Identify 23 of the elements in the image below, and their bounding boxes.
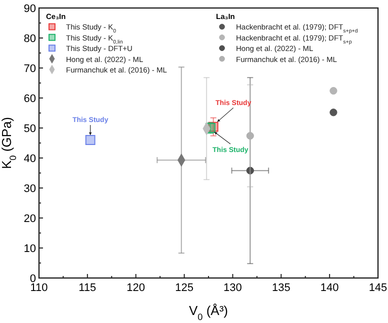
- x-tick-label: 135: [272, 282, 290, 294]
- x-tick-label: 140: [320, 282, 339, 294]
- y-tick-label: 60: [24, 93, 36, 105]
- y-tick-label: 40: [24, 153, 36, 165]
- x-axis-title: V$_{0}$ (Å³): [188, 303, 228, 322]
- y-tick-label: 30: [24, 183, 36, 195]
- point: [246, 132, 254, 140]
- x-tick-label: 110: [30, 282, 48, 294]
- point: [246, 166, 254, 174]
- point: [330, 86, 338, 95]
- y-tick-label: 10: [24, 243, 36, 255]
- y-tick-label: 80: [24, 33, 36, 45]
- x-tick-label: 145: [368, 282, 388, 294]
- y-tick-label: 90: [24, 3, 36, 15]
- point: [85, 135, 96, 145]
- x-tick-label: 120: [126, 282, 146, 294]
- x-tick-label: 130: [224, 282, 242, 294]
- point: [330, 108, 338, 116]
- x-tick-label: 115: [78, 282, 96, 294]
- x-tick-label: 125: [175, 282, 194, 294]
- y-tick-label: 20: [24, 213, 36, 225]
- y-tick-label: 50: [24, 123, 36, 135]
- y-tick-label: 70: [24, 63, 36, 75]
